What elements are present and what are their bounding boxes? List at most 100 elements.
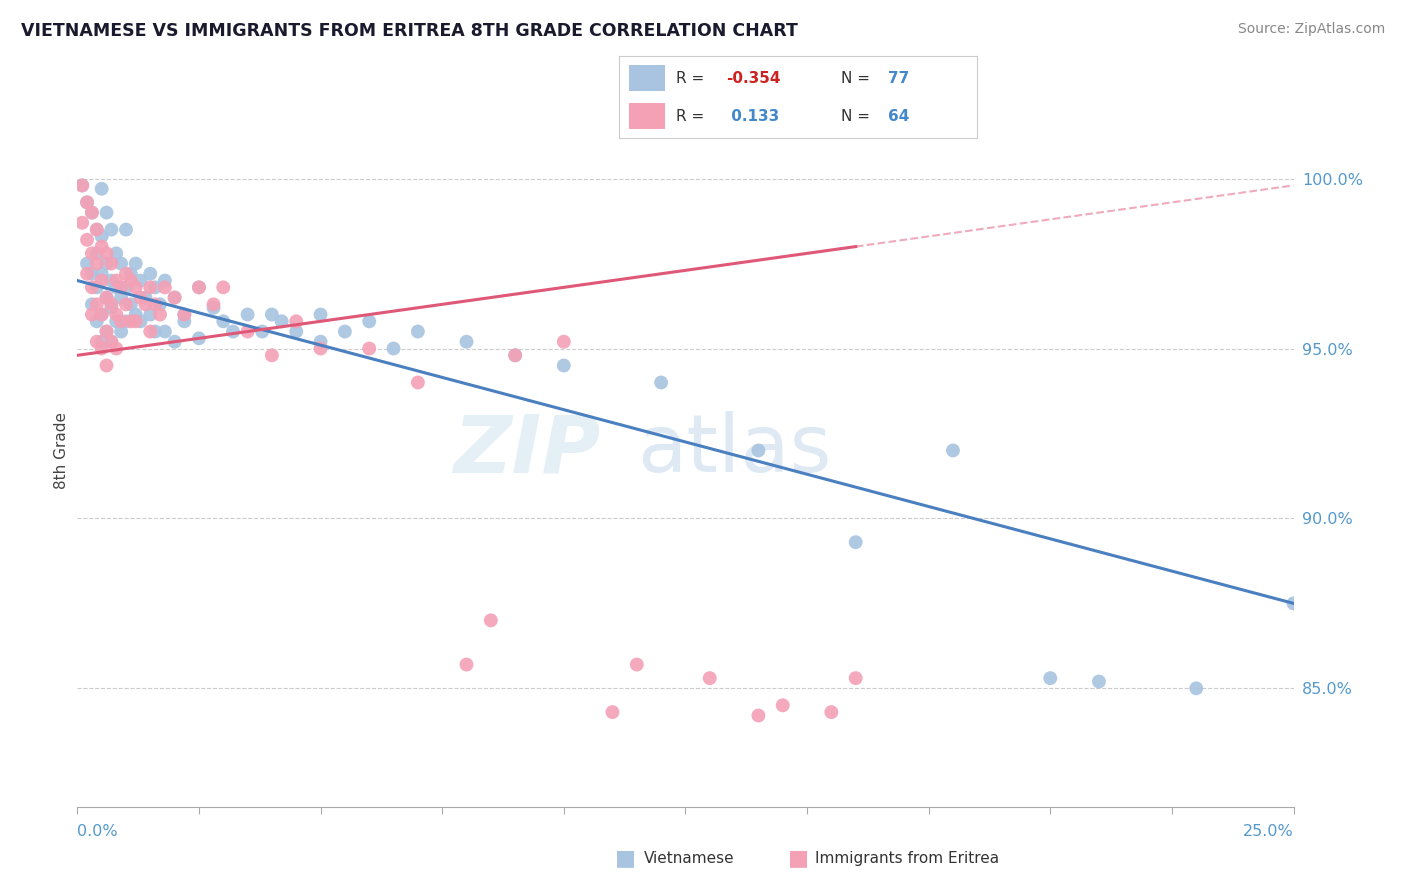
Point [456,334,478,349]
Point [163,291,186,305]
Text: 0.0%: 0.0% [77,824,118,838]
Point [134,297,156,311]
Bar [630,65,665,92]
Point [260,308,283,322]
Point [188,331,211,345]
Point [747,443,769,458]
Point [76,195,98,210]
Text: Vietnamese: Vietnamese [644,851,734,865]
Point [139,325,162,339]
Point [70,178,93,193]
Text: ■: ■ [789,848,808,868]
Point [236,325,259,339]
Point [100,222,122,236]
Point [359,342,381,356]
Point [86,222,108,236]
Point [90,334,112,349]
Text: -0.354: -0.354 [727,70,780,86]
Point [699,671,721,685]
Text: N =: N = [841,109,875,124]
Point [90,267,112,281]
Text: VIETNAMESE VS IMMIGRANTS FROM ERITREA 8TH GRADE CORRELATION CHART: VIETNAMESE VS IMMIGRANTS FROM ERITREA 8T… [21,22,799,40]
Point [202,301,225,315]
Point [202,297,225,311]
Point [270,314,292,328]
Point [80,205,103,219]
Point [503,348,526,362]
Point [602,705,624,719]
Y-axis label: 8th Grade: 8th Grade [53,412,69,489]
Point [96,246,118,260]
Point [650,376,672,390]
Text: R =: R = [676,109,709,124]
Point [479,613,502,627]
Text: N =: N = [841,70,875,86]
Point [110,314,132,328]
Point [553,359,575,373]
Point [90,308,112,322]
Point [100,256,122,270]
Point [80,246,103,260]
Point [96,205,118,219]
Text: ZIP: ZIP [453,411,600,490]
Point [70,216,93,230]
Point [553,334,575,349]
Point [382,342,405,356]
Text: 0.133: 0.133 [727,109,779,124]
Point [125,280,148,294]
Point [80,205,103,219]
Point [1282,596,1305,610]
Point [134,291,156,305]
Point [120,297,142,311]
Point [110,325,132,339]
Point [105,314,128,328]
Point [503,348,526,362]
Point [86,334,108,349]
Point [115,297,138,311]
Point [90,239,112,253]
Point [845,671,868,685]
Point [86,256,108,270]
Point [90,274,112,288]
Point [80,267,103,281]
Point [173,314,195,328]
Point [125,256,148,270]
Point [125,308,148,322]
Point [110,256,132,270]
Point [96,256,118,270]
Point [309,308,332,322]
Point [120,314,142,328]
Point [149,297,172,311]
Point [747,708,769,723]
Text: Source: ZipAtlas.com: Source: ZipAtlas.com [1237,22,1385,37]
Point [250,325,273,339]
Point [149,308,172,322]
Point [76,267,98,281]
Point [86,246,108,260]
Point [188,280,211,294]
Point [129,314,152,328]
Point [1185,681,1208,696]
Point [163,334,186,349]
Point [110,291,132,305]
Point [143,280,166,294]
Point [115,280,138,294]
Point [76,233,98,247]
Point [80,308,103,322]
Point [90,182,112,196]
Point [406,376,429,390]
Point [120,274,142,288]
Point [90,342,112,356]
Point [90,308,112,322]
Point [456,657,478,672]
Point [772,698,794,713]
Point [309,334,332,349]
Point [76,256,98,270]
Point [309,342,332,356]
Text: 25.0%: 25.0% [1243,824,1294,838]
Text: 77: 77 [887,70,908,86]
Point [120,267,142,281]
Point [285,325,308,339]
Point [942,443,965,458]
Point [212,280,235,294]
